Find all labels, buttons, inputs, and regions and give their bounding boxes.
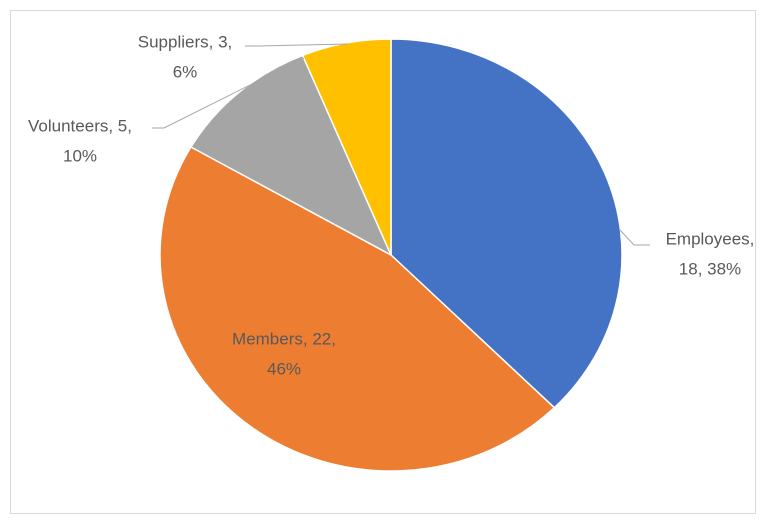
pie-slice xyxy=(390,38,623,409)
data-label: Employees, xyxy=(666,229,755,248)
data-label: Suppliers, 3, xyxy=(138,32,233,51)
leader-line xyxy=(152,57,305,129)
leader-line xyxy=(245,43,349,47)
pie-slice xyxy=(301,38,392,256)
leader-line xyxy=(619,229,650,246)
data-label: 18, 38% xyxy=(679,259,741,278)
data-label: Volunteers, 5, xyxy=(28,116,132,135)
data-label: Members, 22, xyxy=(232,329,336,348)
data-label: 6% xyxy=(173,62,198,81)
data-label: 46% xyxy=(267,359,301,378)
data-label: 10% xyxy=(63,146,97,165)
pie xyxy=(159,38,623,472)
pie-slice xyxy=(189,54,393,257)
pie-slice xyxy=(159,146,556,472)
